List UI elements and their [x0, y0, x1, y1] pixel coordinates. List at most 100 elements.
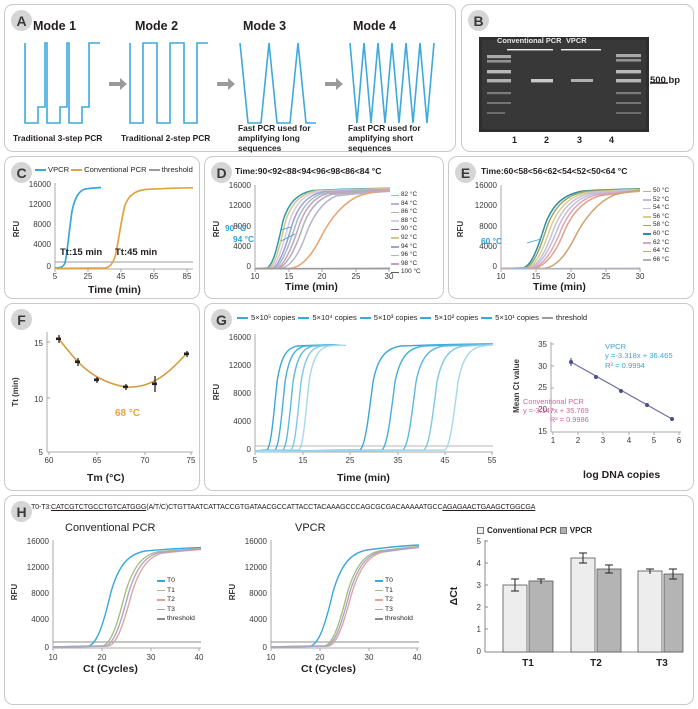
g-conv-equation: y =-3.147x + 35.769	[523, 406, 589, 416]
g-vpcr-equation: y =-3.318x + 36.465	[605, 351, 673, 361]
curve-h1-t0	[52, 546, 202, 648]
curve-e-60	[500, 188, 641, 270]
svg-text:30: 30	[147, 653, 156, 662]
legend-item-82: 82 °C	[391, 191, 421, 200]
panel-d-label: D	[211, 162, 232, 183]
panel-a-waveforms	[24, 42, 435, 124]
h-chart1: 16000 12000 8000 4000 0 10 20 30 40 RFU	[10, 537, 204, 662]
svg-text:12000: 12000	[475, 201, 498, 210]
svg-text:5: 5	[652, 436, 657, 445]
svg-text:12000: 12000	[229, 201, 252, 210]
panel-b: B	[461, 4, 694, 152]
svg-text:4000: 4000	[33, 240, 51, 249]
panel-e-title: Time:60<58<56<62<54<52<50<64 °C	[481, 166, 628, 176]
svg-text:35: 35	[538, 340, 547, 349]
svg-text:0: 0	[493, 262, 498, 271]
g-conventional-fit-block: Conventional PCR y =-3.147x + 35.769 R² …	[523, 397, 589, 425]
svg-text:4000: 4000	[249, 615, 267, 624]
mode-4-caption: Fast PCR used for amplifying short seque…	[348, 123, 421, 153]
gel-bands	[479, 37, 649, 132]
curve-e-56	[500, 188, 641, 270]
legend-item-98: 98 °C	[391, 260, 421, 269]
svg-text:0: 0	[477, 647, 482, 656]
svg-text:15: 15	[34, 339, 43, 348]
h2-legend-t0: T0	[375, 576, 413, 586]
legend-label-5e4: 5×10⁴ copies	[312, 313, 357, 322]
svg-text:2: 2	[477, 603, 482, 612]
g-vpcr-name: VPCR	[605, 342, 627, 351]
legend-swatch-conventional	[71, 168, 83, 171]
bar-swatch-conventional	[477, 527, 484, 534]
svg-text:30: 30	[365, 653, 374, 662]
svg-text:20: 20	[318, 272, 327, 281]
bar-legend-conventional: Conventional PCR	[487, 526, 557, 535]
svg-text:45: 45	[441, 456, 450, 465]
panel-h: H T0-T3:CATCGTCTGCCTGTCATGGG(A/T/C)CTGTT…	[4, 495, 694, 705]
legend-label-5e5: 5×10⁵ copies	[251, 313, 296, 322]
curve-vpcr-c	[54, 186, 102, 269]
svg-text:65: 65	[150, 272, 159, 281]
svg-text:12000: 12000	[29, 200, 52, 209]
svg-text:30: 30	[538, 362, 547, 371]
bar-t1-conventional	[502, 584, 528, 653]
curve-h2-t0	[270, 544, 420, 648]
h-chart1-title: Conventional PCR	[65, 522, 156, 534]
svg-text:4: 4	[477, 559, 482, 568]
bp-marker-label: 500 bp	[650, 75, 681, 86]
legend-label-5e3: 5×10³ copies	[373, 313, 418, 322]
curve-d-98	[254, 189, 391, 270]
curve-d-90	[254, 187, 391, 270]
h2-legend-t2: T2	[375, 595, 413, 605]
panel-h-label: H	[11, 501, 32, 522]
curve-d-92	[254, 187, 391, 270]
h-chart1-xlabel: Ct (Cycles)	[83, 663, 138, 675]
g-conv-r2: R² = 0.9986	[549, 415, 589, 425]
svg-text:8000: 8000	[31, 589, 49, 598]
annotation-tt-45: Tt:45 min	[115, 247, 158, 258]
panel-a: A Mode 1 Mode 2 Mode 3 Mode 4 Traditiona…	[4, 4, 456, 153]
svg-text:40: 40	[195, 653, 204, 662]
h2-legend-t1: T1	[375, 586, 413, 596]
svg-text:75: 75	[187, 456, 196, 465]
svg-text:ΔCt: ΔCt	[448, 586, 460, 605]
svg-text:70: 70	[141, 456, 150, 465]
panel-g-right-chart: 35 30 25 20 15 1 2 3 4 5 6 Mean Ct value	[512, 340, 682, 445]
legend-label-conventional: Conventional PCR	[84, 165, 147, 174]
curve-d-86	[254, 190, 391, 270]
legend-item-88: 88 °C	[391, 217, 421, 226]
panel-c-legend: VPCR Conventional PCR threshold	[35, 165, 193, 174]
h2-legend-threshold: threshold	[375, 614, 413, 624]
svg-text:RFU: RFU	[456, 221, 465, 238]
h-chart2-title: VPCR	[295, 522, 326, 534]
mode-4-title: Mode 4	[353, 19, 397, 33]
sequence-body: (A/T/C)CTGTTAATCATTACCGTGATAACGCCATTACCT…	[146, 503, 443, 511]
bar-t3-vpcr	[663, 573, 684, 653]
legend-item-52: 52 °C	[643, 196, 669, 205]
h1-legend-threshold: threshold	[157, 614, 195, 624]
svg-text:Tt (min): Tt (min)	[11, 377, 20, 407]
svg-text:8000: 8000	[33, 220, 51, 229]
svg-text:10: 10	[251, 272, 260, 281]
panel-g-legend: 5×10⁵ copies 5×10⁴ copies 5×10³ copies 5…	[237, 313, 587, 322]
panel-f-chart: 15 10 5 60 65 70 75	[11, 332, 196, 465]
sequence-primer-forward: CATCGTCTGCCTGTCATGGG	[51, 503, 147, 511]
panel-e-chart: 16000 12000 8000 4000 0 10 15 20 25 30 RFU	[456, 181, 645, 281]
svg-text:16000: 16000	[475, 181, 498, 190]
annotation-f-68c: 68 °C	[115, 408, 141, 419]
bar-t1-vpcr	[528, 580, 554, 653]
arrow-3-icon	[325, 78, 343, 90]
svg-text:16000: 16000	[27, 537, 50, 546]
mode-3-caption: Fast PCR used for amplifying long sequen…	[238, 123, 311, 153]
bar-swatch-vpcr	[559, 527, 567, 534]
annotation-e-60c: 60 °C	[481, 236, 503, 246]
svg-text:0: 0	[247, 445, 252, 454]
svg-text:8000: 8000	[233, 222, 251, 231]
legend-swatch-vpcr	[35, 168, 46, 171]
curve-e-66	[500, 267, 641, 270]
lane-number-2: 2	[544, 135, 550, 145]
svg-text:10: 10	[267, 653, 276, 662]
mode-1-caption: Traditional 3-step PCR	[13, 133, 103, 143]
mode-2-caption: Traditional 2-step PCR	[121, 133, 211, 143]
panel-e-label: E	[455, 162, 476, 183]
curve-h2-t3	[270, 546, 420, 648]
